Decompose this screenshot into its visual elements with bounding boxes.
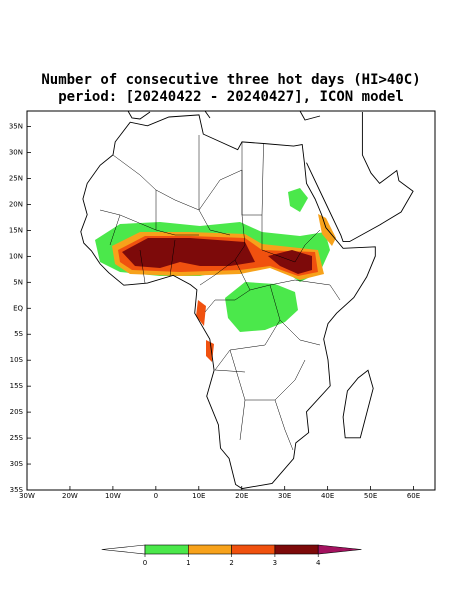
lon-tick-label: 10W [105, 492, 121, 500]
field-darkred [122, 238, 255, 268]
colorbar-segment [231, 544, 276, 555]
lon-tick-label: 60E [407, 492, 420, 500]
field-green [225, 282, 298, 332]
lat-tick-label: EQ [13, 304, 23, 312]
colorbar-segment [274, 544, 319, 555]
lat-tick-label: 5S [14, 330, 23, 338]
arabia-coastline [306, 112, 414, 243]
lat-tick-label: 5N [13, 278, 23, 286]
map-area [26, 110, 436, 491]
lon-tick-label: 50E [364, 492, 377, 500]
colorbar-segment [144, 544, 189, 555]
lon-tick-label: 30E [278, 492, 291, 500]
field-orange [318, 214, 336, 246]
colorbar-label: 4 [316, 559, 321, 567]
lat-tick-label: 10S [10, 356, 24, 364]
map-frame [26, 110, 436, 491]
field-green [288, 188, 308, 212]
colorbar-segment [188, 544, 232, 555]
lon-tick-label: 30W [19, 492, 35, 500]
map-title: Number of consecutive three hot days (HI… [41, 72, 420, 88]
lat-tick-label: 35S [10, 486, 24, 494]
lat-tick-label: 10N [9, 252, 23, 260]
colorbar-label: 3 [273, 559, 277, 567]
lon-tick-label: 0 [154, 492, 158, 500]
lat-tick-label: 35N [9, 123, 23, 131]
lon-tick-label: 40E [321, 492, 334, 500]
colorbar-label: 1 [186, 559, 190, 567]
lat-tick-label: 30S [10, 460, 24, 468]
colorbar-over [317, 544, 362, 555]
colorbar-under [101, 544, 146, 555]
lat-tick-label: 25N [9, 174, 23, 182]
lon-tick-label: 20W [62, 492, 78, 500]
lat-tick-label: 15S [10, 382, 24, 390]
lon-tick-label: 20E [235, 492, 248, 500]
lat-tick-label: 15N [9, 226, 23, 234]
lon-tick-label: 10E [192, 492, 205, 500]
madagascar-coastline [342, 369, 374, 439]
colorbar-label: 2 [229, 559, 233, 567]
country-borders [99, 135, 341, 451]
colorbar-label: 0 [143, 559, 147, 567]
lat-tick-label: 30N [9, 149, 23, 157]
lat-tick-label: 25S [10, 434, 24, 442]
colorbar: 0 1 2 3 4 [101, 544, 362, 567]
field-red [196, 300, 206, 326]
europe-coastline [127, 110, 321, 121]
map-subtitle: period: [20240422 - 20240427], ICON mode… [58, 89, 404, 105]
lat-tick-label: 20S [10, 408, 24, 416]
lat-tick-label: 20N [9, 200, 23, 208]
africa-coastline [80, 114, 376, 490]
